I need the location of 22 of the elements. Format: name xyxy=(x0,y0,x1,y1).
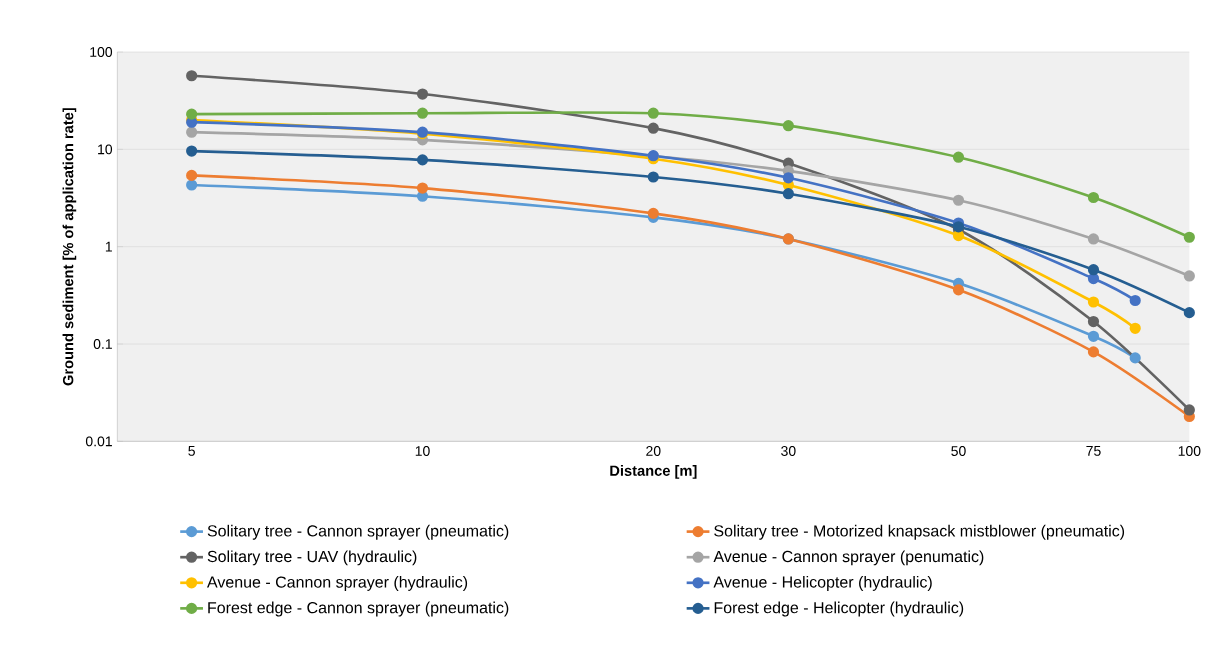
legend-label: Solitary tree - Motorized knapsack mistblower (pneumatic) xyxy=(714,524,1125,540)
legend-label: Avenue - Cannon sprayer (penumatic) xyxy=(713,550,984,566)
y-tick-label: 100 xyxy=(90,47,113,57)
legend-label: Forest edge - Helicopter (hydraulic) xyxy=(714,601,964,617)
x-tick-label: 5 xyxy=(188,446,195,456)
legend-label: Solitary tree - UAV (hydraulic) xyxy=(207,550,417,566)
y-tick-label: 1 xyxy=(105,241,112,252)
x-tick-label: 10 xyxy=(415,446,430,456)
x-tick-label: 20 xyxy=(646,446,661,456)
x-tick-label: 30 xyxy=(781,446,796,456)
x-tick-label: 50 xyxy=(951,446,966,456)
legend-label: Avenue - Cannon sprayer (hydraulic) xyxy=(206,576,468,591)
legend-label: Forest edge - Cannon sprayer (pneumatic) xyxy=(208,601,509,617)
y-tick-label: 0.01 xyxy=(85,436,112,447)
y-tick-label: 10 xyxy=(98,144,113,155)
x-tick-label: 75 xyxy=(1086,446,1101,456)
y-axis-title: Ground sediment [% of application rate] xyxy=(62,108,77,386)
x-axis-title: Distance [m] xyxy=(610,465,697,479)
legend-label: Solitary tree - Cannon sprayer (pneumatic) xyxy=(207,524,509,540)
y-tick-label: 0.1 xyxy=(93,339,112,349)
x-tick-label: 100 xyxy=(1178,446,1201,456)
legend-label: Avenue - Helicopter (hydraulic) xyxy=(713,576,932,591)
